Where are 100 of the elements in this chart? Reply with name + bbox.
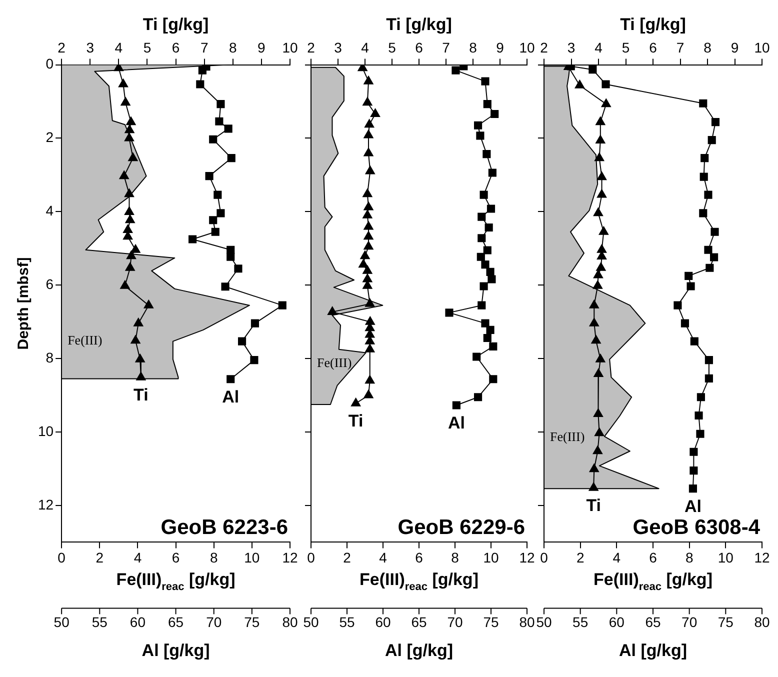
- point: [706, 264, 714, 272]
- x2-tick-label: 5: [143, 39, 152, 56]
- x-tick-label: 80: [519, 614, 535, 630]
- point: [674, 301, 682, 310]
- point: [704, 246, 713, 254]
- x2-tick-label: 4: [114, 39, 123, 56]
- point: [215, 117, 224, 126]
- x2-tick-label: 8: [228, 39, 237, 56]
- series-label: Fe(III): [316, 355, 352, 370]
- point: [478, 234, 486, 242]
- x-tick-label: 10: [718, 549, 734, 566]
- point: [687, 282, 696, 290]
- x-tick-label: 6: [415, 549, 424, 566]
- series-label: Fe(III): [550, 429, 586, 444]
- y-tick-label: 6: [46, 276, 54, 292]
- point: [474, 121, 482, 130]
- x2-tick-label: 10: [754, 39, 770, 56]
- text: GeoB 6308-4: [633, 516, 761, 540]
- point: [690, 448, 698, 456]
- point: [480, 282, 488, 290]
- x-tick-label: 8: [451, 549, 460, 566]
- y-tick-label: 12: [38, 496, 54, 512]
- x-axis-title: Al [g/kg]: [384, 641, 453, 660]
- x2-tick-label: 6: [650, 39, 658, 56]
- point: [700, 172, 708, 181]
- point: [483, 100, 492, 108]
- x-tick-label: 0: [540, 549, 549, 566]
- point: [701, 154, 710, 162]
- point: [226, 375, 235, 384]
- x2-tick-label: 4: [595, 39, 604, 56]
- point: [460, 64, 468, 70]
- point: [695, 411, 704, 420]
- point: [710, 253, 719, 262]
- point: [488, 275, 496, 284]
- x-tick-label: 12: [282, 549, 298, 566]
- x-tick-label: 2: [576, 549, 585, 566]
- x2-tick-label: 9: [731, 39, 740, 56]
- x-tick-label: 70: [682, 614, 698, 630]
- point: [478, 212, 486, 221]
- x-tick-label: 0: [307, 549, 316, 566]
- x2-tick-label: 3: [86, 39, 94, 56]
- point: [250, 319, 260, 328]
- x-tick-label: 6: [650, 549, 658, 566]
- x-axis-title: Al [g/kg]: [619, 641, 688, 660]
- point: [205, 172, 214, 180]
- point: [216, 100, 225, 108]
- x-tick-label: 4: [134, 549, 142, 566]
- x2-tick-label: 10: [282, 39, 298, 56]
- point: [209, 216, 218, 224]
- x2-tick-label: 7: [200, 39, 208, 56]
- point: [589, 66, 598, 74]
- x2-tick-label: 2: [540, 39, 549, 56]
- point: [484, 223, 493, 232]
- series-label: Al: [448, 413, 465, 432]
- x2-tick-label: 6: [415, 39, 424, 56]
- point: [696, 430, 705, 438]
- point: [209, 135, 218, 144]
- x2-tick-label: 5: [622, 39, 630, 56]
- y-tick-label: 10: [38, 422, 54, 439]
- x-tick-label: 55: [573, 614, 589, 630]
- point: [211, 228, 220, 236]
- x2-tick-label: 7: [676, 39, 685, 56]
- x-tick-label: 10: [483, 549, 499, 566]
- series-label: Al: [222, 387, 240, 406]
- text: GeoB 6229-6: [398, 516, 525, 540]
- x-tick-label: 10: [244, 549, 260, 566]
- x-tick-label: 55: [92, 614, 108, 630]
- x2-tick-label: 6: [172, 39, 180, 56]
- point: [697, 393, 706, 402]
- point: [685, 272, 694, 280]
- y-tick-label: 0: [46, 56, 54, 72]
- point: [712, 118, 720, 126]
- x2-tick-label: 2: [307, 39, 316, 56]
- x2-tick-label: 8: [469, 39, 478, 56]
- point: [689, 484, 698, 493]
- point: [445, 308, 454, 317]
- x2-axis-title: Ti [g/kg]: [386, 15, 452, 34]
- point: [489, 375, 498, 384]
- point: [476, 132, 484, 140]
- x-tick-label: 65: [411, 614, 427, 630]
- point: [700, 209, 708, 218]
- point: [486, 326, 494, 334]
- x2-tick-label: 3: [334, 39, 342, 56]
- x-tick-label: 55: [339, 614, 355, 630]
- x-tick-label: 65: [646, 614, 662, 630]
- point: [214, 190, 222, 199]
- x-tick-label: 75: [244, 614, 260, 630]
- x-tick-label: 6: [172, 549, 180, 566]
- point: [238, 337, 246, 346]
- point: [226, 252, 235, 261]
- text: GeoB 6223-6: [160, 516, 288, 540]
- x-tick-label: 2: [96, 549, 104, 566]
- point: [567, 64, 576, 70]
- point: [472, 352, 481, 361]
- series-label: Ti: [348, 412, 364, 431]
- point: [483, 246, 492, 254]
- point: [705, 356, 714, 364]
- point: [224, 124, 232, 133]
- x-axis-title: Al [g/kg]: [142, 641, 210, 660]
- point: [486, 268, 494, 276]
